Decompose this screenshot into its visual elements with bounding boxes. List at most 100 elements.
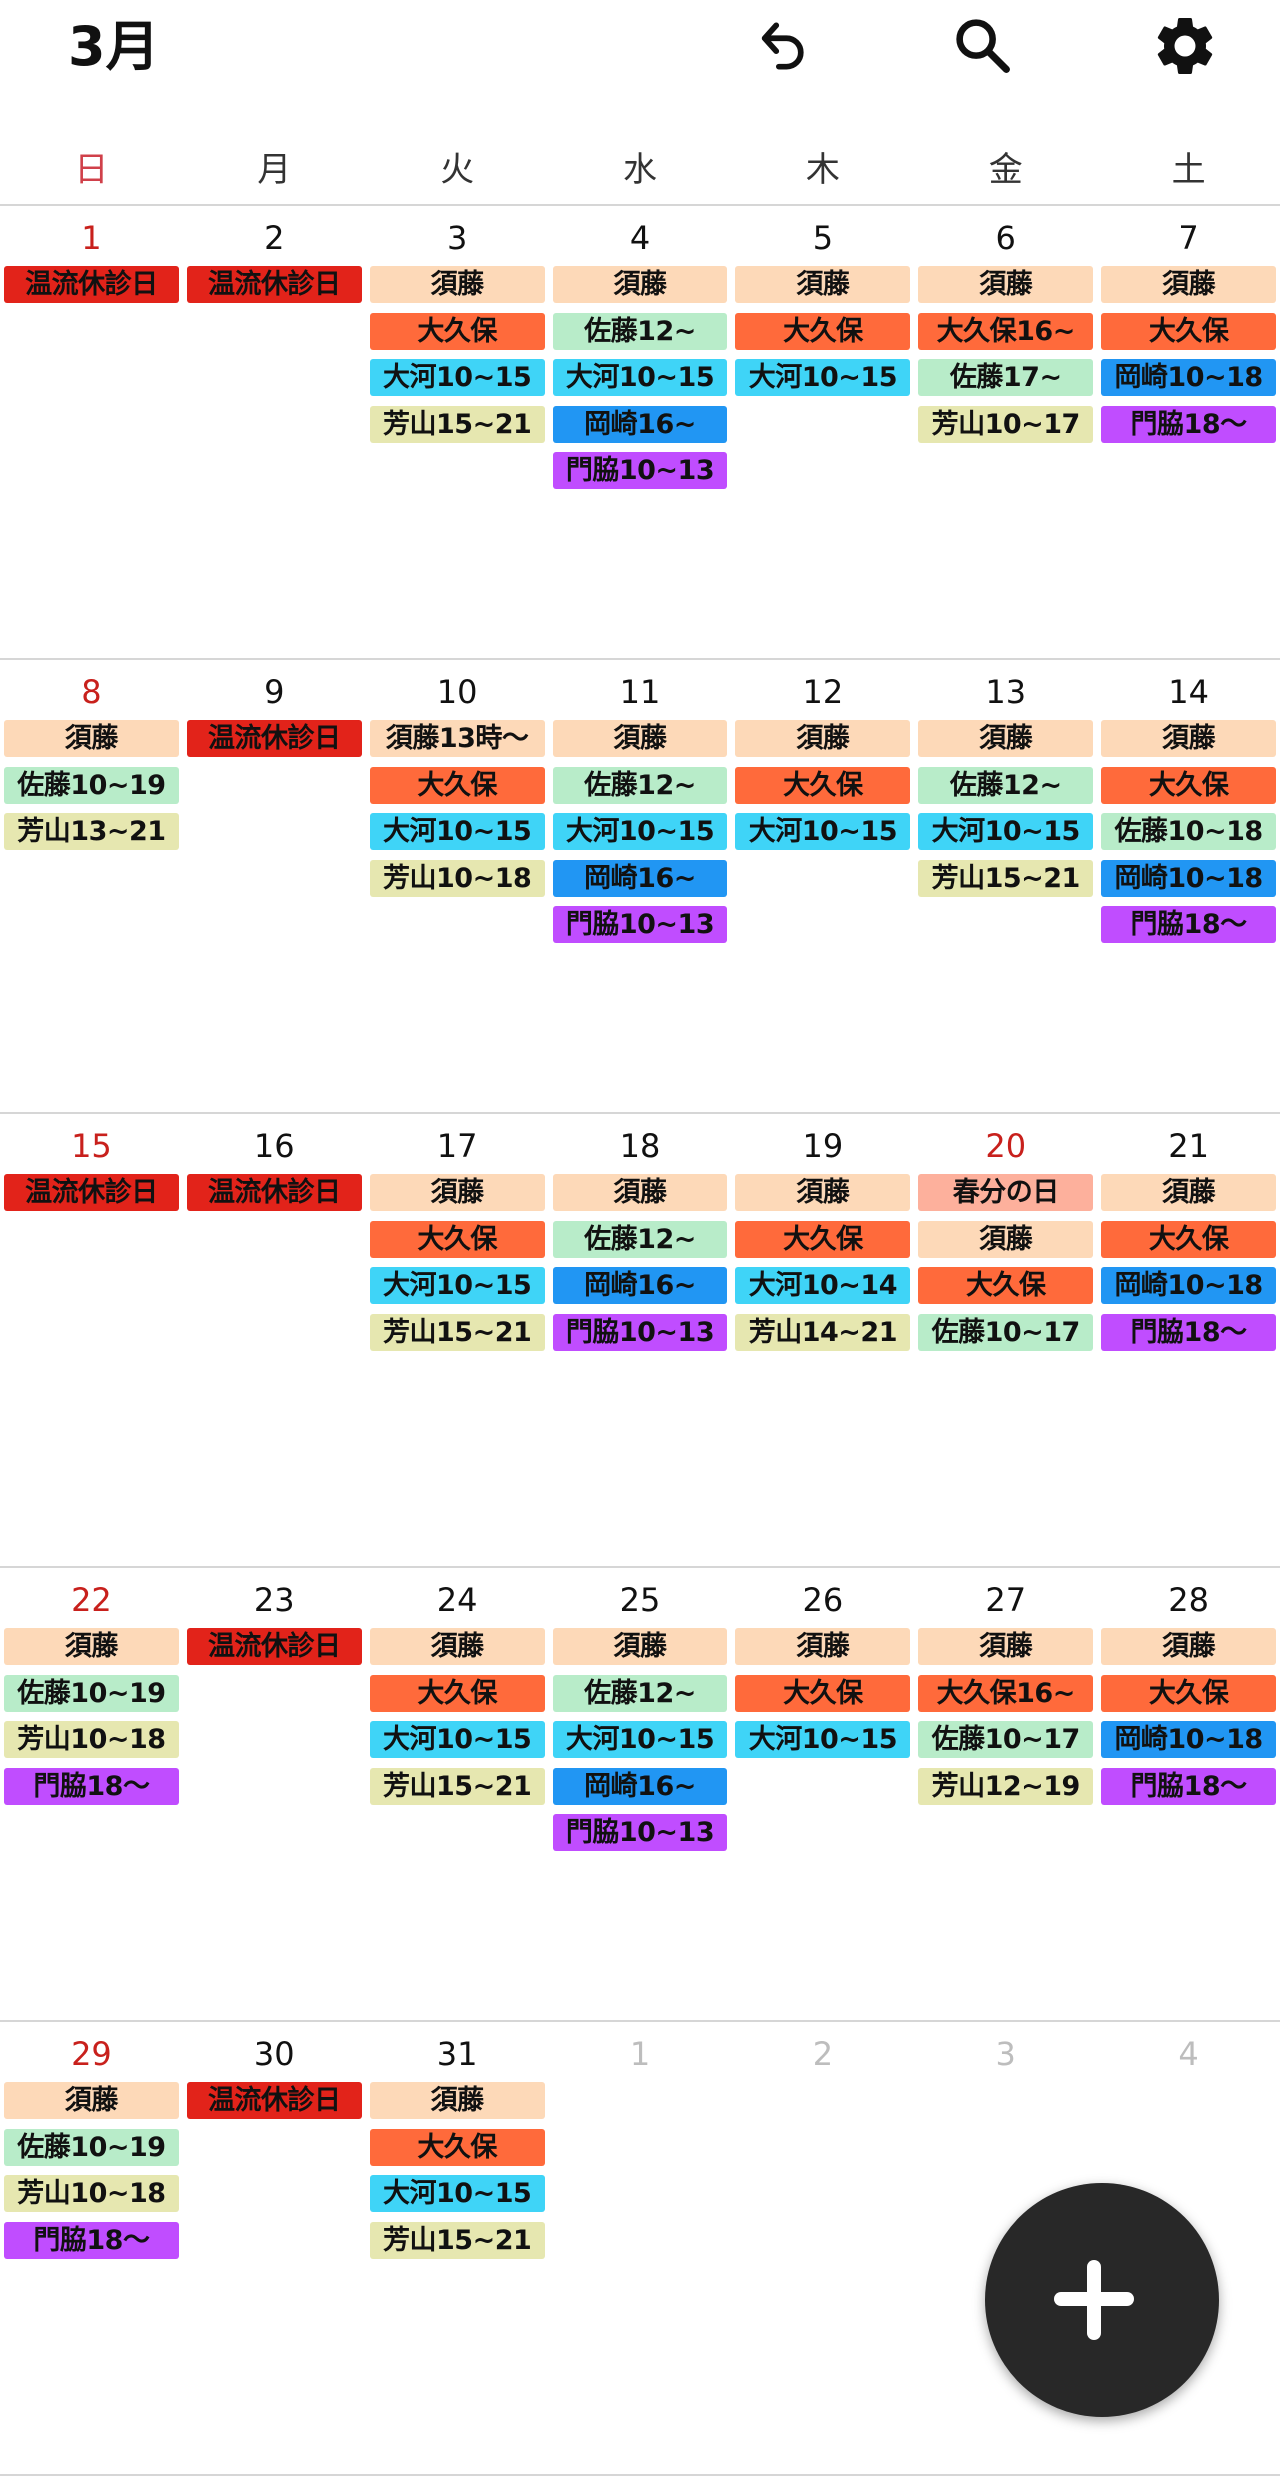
event-chip[interactable]: 須藤 [1101,720,1277,757]
day-cell[interactable]: 7 須藤 大久保 岡崎10~18 門脇18〜 [1097,206,1280,658]
event-chip[interactable]: 門脇18〜 [1101,1767,1277,1805]
event-chip[interactable]: 須藤 [735,720,911,757]
day-cell[interactable]: 16 温流休診日 [183,1114,366,1566]
event-chip[interactable]: 須藤 [552,266,728,303]
day-cell[interactable]: 6 須藤 大久保16~ 佐藤17~ 芳山10~17 [914,206,1097,658]
event-chip[interactable]: 大久保16~ [918,1674,1094,1712]
event-chip[interactable]: 門脇18〜 [1101,405,1277,443]
event-chip[interactable]: 芳山15~21 [369,1767,545,1805]
event-chip[interactable]: 芳山14~21 [735,1313,911,1351]
event-chip[interactable]: 岡崎16~ [552,1267,728,1304]
event-chip[interactable]: 須藤 [735,1628,911,1665]
event-chip[interactable]: 佐藤17~ [918,359,1094,396]
day-cell[interactable]: 23 温流休診日 [183,1568,366,2020]
event-chip[interactable]: 須藤 [1101,1174,1277,1211]
day-cell[interactable]: 8 須藤 佐藤10~19 芳山13~21 [0,660,183,1112]
event-chip[interactable]: 温流休診日 [186,2082,362,2119]
day-cell[interactable]: 25 須藤 佐藤12~ 大河10~15 岡崎16~ 門脇10~13 [549,1568,732,2020]
event-chip[interactable]: 大久保 [918,1267,1094,1304]
day-cell[interactable]: 10 須藤13時〜 大久保 大河10~15 芳山10~18 [366,660,549,1112]
event-chip[interactable]: 佐藤10~19 [4,766,179,804]
event-chip[interactable]: 大久保 [1101,1674,1277,1712]
event-chip[interactable]: 岡崎10~18 [1101,359,1277,396]
month-title[interactable]: 3月 [68,15,160,78]
event-chip[interactable]: 須藤 [552,1628,728,1665]
event-chip[interactable]: 温流休診日 [186,1174,362,1211]
day-cell[interactable]: 17 須藤 大久保 大河10~15 芳山15~21 [366,1114,549,1566]
event-chip[interactable]: 大久保 [369,2128,545,2166]
day-cell[interactable]: 27 須藤 大久保16~ 佐藤10~17 芳山12~19 [914,1568,1097,2020]
event-chip[interactable]: 大久保 [1101,312,1277,350]
day-cell[interactable]: 29 須藤 佐藤10~19 芳山10~18 門脇18〜 [0,2022,183,2474]
event-chip[interactable]: 門脇18〜 [4,2221,179,2259]
event-chip[interactable]: 芳山15~21 [918,859,1094,897]
day-cell[interactable]: 12 須藤 大久保 大河10~15 [731,660,914,1112]
day-cell[interactable]: 3 須藤 大久保 大河10~15 芳山15~21 [366,206,549,658]
event-chip[interactable]: 大河10~15 [735,813,911,850]
event-chip[interactable]: 佐藤12~ [552,766,728,804]
day-cell[interactable]: 2 温流休診日 [183,206,366,658]
day-cell[interactable]: 31 須藤 大久保 大河10~15 芳山15~21 [366,2022,549,2474]
event-chip[interactable]: 芳山10~18 [369,859,545,897]
event-chip[interactable]: 須藤 [552,1174,728,1211]
day-cell[interactable]: 15 温流休診日 [0,1114,183,1566]
event-chip[interactable]: 佐藤10~17 [918,1721,1094,1758]
event-chip[interactable]: 芳山15~21 [369,1313,545,1351]
event-chip[interactable]: 大河10~15 [735,1721,911,1758]
event-chip[interactable]: 大久保 [369,312,545,350]
event-chip[interactable]: 佐藤12~ [918,766,1094,804]
day-cell[interactable]: 14 須藤 大久保 佐藤10~18 岡崎10~18 門脇18〜 [1097,660,1280,1112]
event-chip[interactable]: 門脇10~13 [552,1814,728,1851]
event-chip[interactable]: 須藤 [918,1220,1094,1258]
day-cell[interactable]: 24 須藤 大久保 大河10~15 芳山15~21 [366,1568,549,2020]
event-chip[interactable]: 門脇18〜 [4,1767,179,1805]
event-chip[interactable]: 岡崎16~ [552,859,728,897]
event-chip[interactable]: 大河10~15 [369,1267,545,1304]
event-chip[interactable]: 大久保 [369,1674,545,1712]
event-chip[interactable]: 岡崎16~ [552,1767,728,1805]
day-cell[interactable]: 30 温流休診日 [183,2022,366,2474]
event-chip[interactable]: 大河10~15 [552,359,728,396]
day-cell[interactable]: 1 [549,2022,732,2474]
event-chip[interactable]: 芳山15~21 [369,405,545,443]
event-chip[interactable]: 須藤13時〜 [369,720,545,757]
event-chip[interactable]: 芳山10~18 [4,1721,179,1758]
event-chip[interactable]: 温流休診日 [186,266,362,303]
event-chip[interactable]: 大久保 [369,766,545,804]
event-chip[interactable]: 須藤 [552,720,728,757]
event-chip[interactable]: 須藤 [1101,1628,1277,1665]
event-chip[interactable]: 大河10~15 [552,1721,728,1758]
day-cell[interactable]: 3 [914,2022,1097,2474]
event-chip[interactable]: 佐藤12~ [552,1220,728,1258]
event-chip[interactable]: 芳山10~17 [918,405,1094,443]
event-chip[interactable]: 須藤 [369,1628,545,1665]
day-cell[interactable]: 4 須藤 佐藤12~ 大河10~15 岡崎16~ 門脇10~13 [549,206,732,658]
event-chip[interactable]: 大河10~14 [735,1267,911,1304]
event-chip[interactable]: 佐藤10~17 [918,1313,1094,1351]
event-chip[interactable]: 岡崎10~18 [1101,859,1277,897]
day-cell[interactable]: 1 温流休診日 [0,206,183,658]
event-chip[interactable]: 大久保 [1101,766,1277,804]
day-cell[interactable]: 26 須藤 大久保 大河10~15 [731,1568,914,2020]
event-chip[interactable]: 大河10~15 [369,2175,545,2212]
event-chip[interactable]: 大久保 [369,1220,545,1258]
day-cell[interactable]: 5 須藤 大久保 大河10~15 [731,206,914,658]
event-chip[interactable]: 温流休診日 [4,1174,179,1211]
event-chip[interactable]: 大河10~15 [735,359,911,396]
event-chip[interactable]: 佐藤10~19 [4,2128,179,2166]
day-cell[interactable]: 19 須藤 大久保 大河10~14 芳山14~21 [731,1114,914,1566]
event-chip[interactable]: 芳山10~18 [4,2175,179,2212]
day-cell[interactable]: 2 [731,2022,914,2474]
event-chip[interactable]: 大河10~15 [552,813,728,850]
event-chip[interactable]: 佐藤12~ [552,1674,728,1712]
day-cell[interactable]: 20 春分の日 須藤 大久保 佐藤10~17 [914,1114,1097,1566]
event-chip[interactable]: 門脇18〜 [1101,1313,1277,1351]
event-chip[interactable]: 須藤 [1101,266,1277,303]
undo-button[interactable] [746,8,822,84]
event-chip[interactable]: 大河10~15 [369,359,545,396]
event-chip[interactable]: 岡崎10~18 [1101,1721,1277,1758]
event-chip[interactable]: 須藤 [918,720,1094,757]
event-chip[interactable]: 大久保 [1101,1220,1277,1258]
event-chip[interactable]: 大久保 [735,1674,911,1712]
event-chip[interactable]: 大河10~15 [369,1721,545,1758]
